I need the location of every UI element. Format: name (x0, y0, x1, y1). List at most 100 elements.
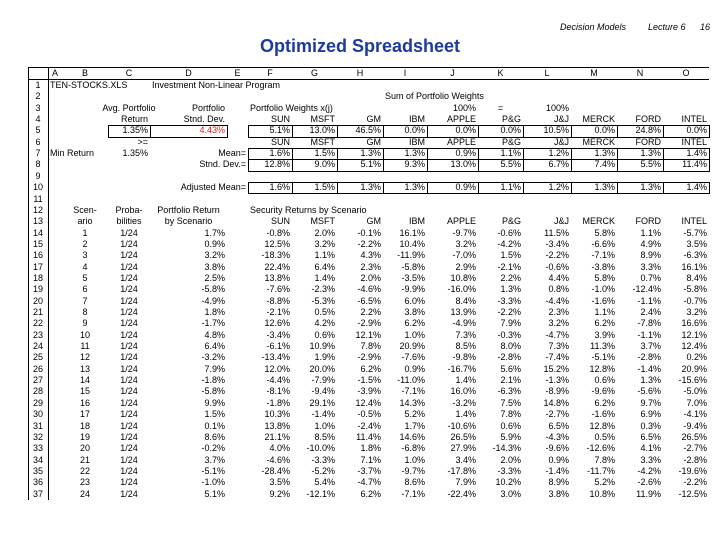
cell: 1/24 (120, 397, 138, 408)
cell: 13.8% (264, 420, 290, 431)
cell: MSFT (310, 216, 336, 227)
cell: -8.8% (266, 295, 290, 306)
cell: 2.0% (314, 227, 335, 238)
column-header: E (234, 68, 241, 78)
cell: 9.3% (404, 159, 425, 170)
cell: Adjusted Mean= (180, 182, 246, 193)
cell: -1.1% (637, 295, 661, 306)
cell: 1.4% (314, 272, 335, 283)
cell: 1/24 (120, 477, 138, 488)
cell: 7.8% (500, 409, 521, 420)
cell: 18 (79, 420, 91, 431)
cell: 8.9% (548, 477, 569, 488)
cell: 1/24 (120, 409, 138, 420)
cell: -4.7% (357, 477, 381, 488)
cell: -1.1% (637, 329, 661, 340)
cell: 13.0% (309, 125, 335, 136)
cell: J&J (553, 136, 569, 147)
cell: 6.2% (594, 397, 615, 408)
cell: 7.0% (686, 397, 707, 408)
cell: 2.3% (360, 261, 381, 272)
cell: 1.4% (455, 409, 476, 420)
cell: 5.1% (204, 488, 225, 499)
cell: -4.1% (683, 409, 707, 420)
cell: 3.3% (640, 454, 661, 465)
row-number: 29 (32, 397, 44, 408)
cell: 24.8% (635, 125, 661, 136)
cell: -4.6% (357, 284, 381, 295)
cell: -4.7% (545, 329, 569, 340)
row-number: 22 (32, 318, 44, 329)
course-name: Decision Models (560, 22, 627, 32)
cell: 1.9% (314, 352, 335, 363)
row-number: 16 (32, 250, 44, 261)
cell: 12.4% (355, 397, 381, 408)
cell: 21 (79, 454, 91, 465)
cell: 12.6% (264, 318, 290, 329)
cell: 0.0% (594, 125, 615, 136)
cell: GM (366, 114, 382, 125)
row-number: 35 (32, 465, 44, 476)
cell: -4.2% (637, 465, 661, 476)
cell: 22 (79, 465, 91, 476)
column-header: N (636, 68, 644, 78)
cell: -9.7% (452, 227, 476, 238)
row-number: 11 (33, 193, 43, 204)
cell: by Scenario (164, 216, 213, 227)
column-header: I (403, 68, 407, 78)
cell: -3.9% (357, 386, 381, 397)
cell: 2.5% (204, 272, 225, 283)
cell: 20.9% (399, 341, 425, 352)
cell: -1.8% (266, 397, 290, 408)
cell: 12 (79, 352, 91, 363)
cell: -1.6% (591, 295, 615, 306)
cell: -5.8% (401, 261, 425, 272)
cell: 0.0% (686, 125, 707, 136)
column-header: M (590, 68, 598, 78)
cell: 0.6% (314, 329, 335, 340)
cell: 3.3% (640, 261, 661, 272)
cell: MERCK (582, 136, 615, 147)
cell: 0.0% (455, 125, 476, 136)
cell: 46.5% (355, 125, 381, 136)
cell: ario (77, 216, 93, 227)
cell: -1.4% (311, 409, 335, 420)
row-number: 6 (35, 136, 41, 147)
cell-border (663, 159, 710, 172)
cell: -9.9% (401, 284, 425, 295)
cell: J&J (553, 114, 569, 125)
cell: -0.5% (357, 409, 381, 420)
cell: -0.2% (201, 443, 225, 454)
cell: -22.4% (447, 488, 476, 499)
cell: SUN (270, 114, 290, 125)
cell: -18.3% (261, 250, 290, 261)
column-header: C (125, 68, 133, 78)
cell: Return (120, 114, 148, 125)
cell: 12.8% (264, 159, 290, 170)
cell: 13.0% (450, 159, 476, 170)
cell: 11.9% (636, 488, 661, 499)
cell: -2.8% (497, 352, 521, 363)
cell: Scen- (73, 204, 97, 215)
cell: 5.2% (404, 409, 425, 420)
cell: 1.0% (314, 420, 335, 431)
cell: 0.5% (594, 431, 615, 442)
cell: -7.9% (311, 375, 335, 386)
cell: 1.6% (269, 182, 290, 193)
cell: 1/24 (120, 272, 138, 283)
cell: 1.5% (314, 182, 335, 193)
cell: -6.8% (401, 443, 425, 454)
cell: -5.1% (201, 465, 225, 476)
cell: -7.6% (266, 284, 290, 295)
row-number: 5 (35, 125, 41, 136)
cell: 10.8% (450, 272, 476, 283)
row-number: 20 (32, 295, 44, 306)
row-number: 14 (32, 227, 44, 238)
cell: -1.8% (201, 375, 225, 386)
cell: 3.2% (314, 238, 335, 249)
cell: 0.7% (640, 272, 661, 283)
cell: FORD (635, 114, 662, 125)
cell: 6 (82, 284, 88, 295)
cell: 2.9% (455, 261, 476, 272)
